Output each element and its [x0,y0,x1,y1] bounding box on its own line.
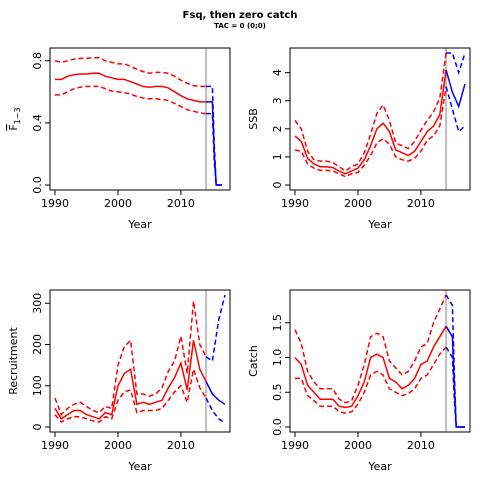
y-tick-label: 1 [271,153,284,160]
x-tick-label: 2000 [344,197,372,210]
projection-upper-line [205,294,226,363]
y-axis-label-main: Catch [247,345,260,377]
history-median-line [294,325,447,409]
y-axis-label-subscript: 1−3 [13,107,22,124]
y-tick-label: 300 [31,293,44,314]
y-tick-label: 1.5 [271,314,284,332]
x-tick-label: 1990 [281,439,309,452]
history-upper-line [294,294,447,404]
history-median-line [54,340,207,420]
panel-ssb: 1990 2000 2010 Year 0 1 2 3 4 SSB [247,47,471,231]
history-upper-line [54,56,207,88]
x-axis-label: Year [367,460,392,473]
y-tick-label: 0.4 [31,114,44,132]
plot-frame [289,47,471,191]
history-lower-line [294,86,447,178]
x-tick-label: 1990 [41,197,69,210]
chart-title: Fsq, then zero catch [182,10,298,21]
panel-catch: 1990 2000 2010 Year 0.0 0.5 1.0 1.5 Catch [247,289,471,473]
y-tick-label: 200 [31,334,44,355]
y-axis-label: F1−3 [7,107,22,130]
x-axis-label: Year [127,460,152,473]
projection-median-line [205,381,226,405]
projection-lower-line [205,397,226,424]
y-tick-label: 0.0 [31,176,44,194]
y-tick-label: 0.8 [31,52,44,70]
x-tick-label: 2010 [167,439,195,452]
y-tick-label: 3 [271,97,284,104]
history-lower-line [54,366,207,424]
x-tick-label: 2010 [407,439,435,452]
x-tick-label: 2010 [407,197,435,210]
y-tick-label: 2 [271,125,284,132]
y-tick-label: 0.5 [271,384,284,402]
y-axis-label-main: Recruitment [7,327,20,395]
plot-frame [289,289,471,433]
history-lower-line [295,346,447,414]
y-tick-label: 0 [31,424,44,431]
y-axis-label-main: F [7,124,20,130]
y-tick-label: 0.0 [271,418,284,436]
x-tick-label: 2000 [344,439,372,452]
projection-median-line [445,325,465,428]
x-tick-label: 1990 [41,439,69,452]
y-axis-label-main: SSB [247,108,260,130]
x-tick-label: 2000 [104,439,132,452]
projection-lower-line [445,86,466,133]
panel-fbar: 1990 2000 2010 Year 0.0 0.4 0.8 F1−3 [7,47,231,231]
history-upper-line [294,52,447,172]
plot-frame [49,47,231,191]
x-tick-label: 1990 [281,197,309,210]
panel-recruitment: 1990 2000 2010 Year 0 100 200 300 Recruitment [7,289,231,473]
x-axis-label: Year [127,218,152,231]
history-lower-line [55,85,207,115]
y-axis-label: SSB [247,108,260,130]
series-group [294,52,466,178]
history-median-line [294,69,447,175]
history-median-line [55,72,207,103]
series-group [54,56,222,186]
y-tick-label: 0 [271,182,284,189]
y-tick-label: 4 [271,69,284,76]
y-axis-label: Recruitment [7,327,20,395]
series-group [54,294,226,424]
projection-median-line [445,69,466,109]
y-tick-label: 100 [31,375,44,396]
projection-upper-line [446,52,466,76]
y-axis-label: Catch [247,345,260,377]
x-tick-label: 2010 [167,197,195,210]
chart-subtitle: TAC = 0 (0;0) [214,22,266,30]
y-tick-label: 1.0 [271,349,284,367]
x-axis-label: Year [367,218,392,231]
x-tick-label: 2000 [104,197,132,210]
projection-median-line [206,101,222,186]
plot-frame [49,289,231,433]
series-group [294,294,465,428]
history-upper-line [54,301,207,416]
